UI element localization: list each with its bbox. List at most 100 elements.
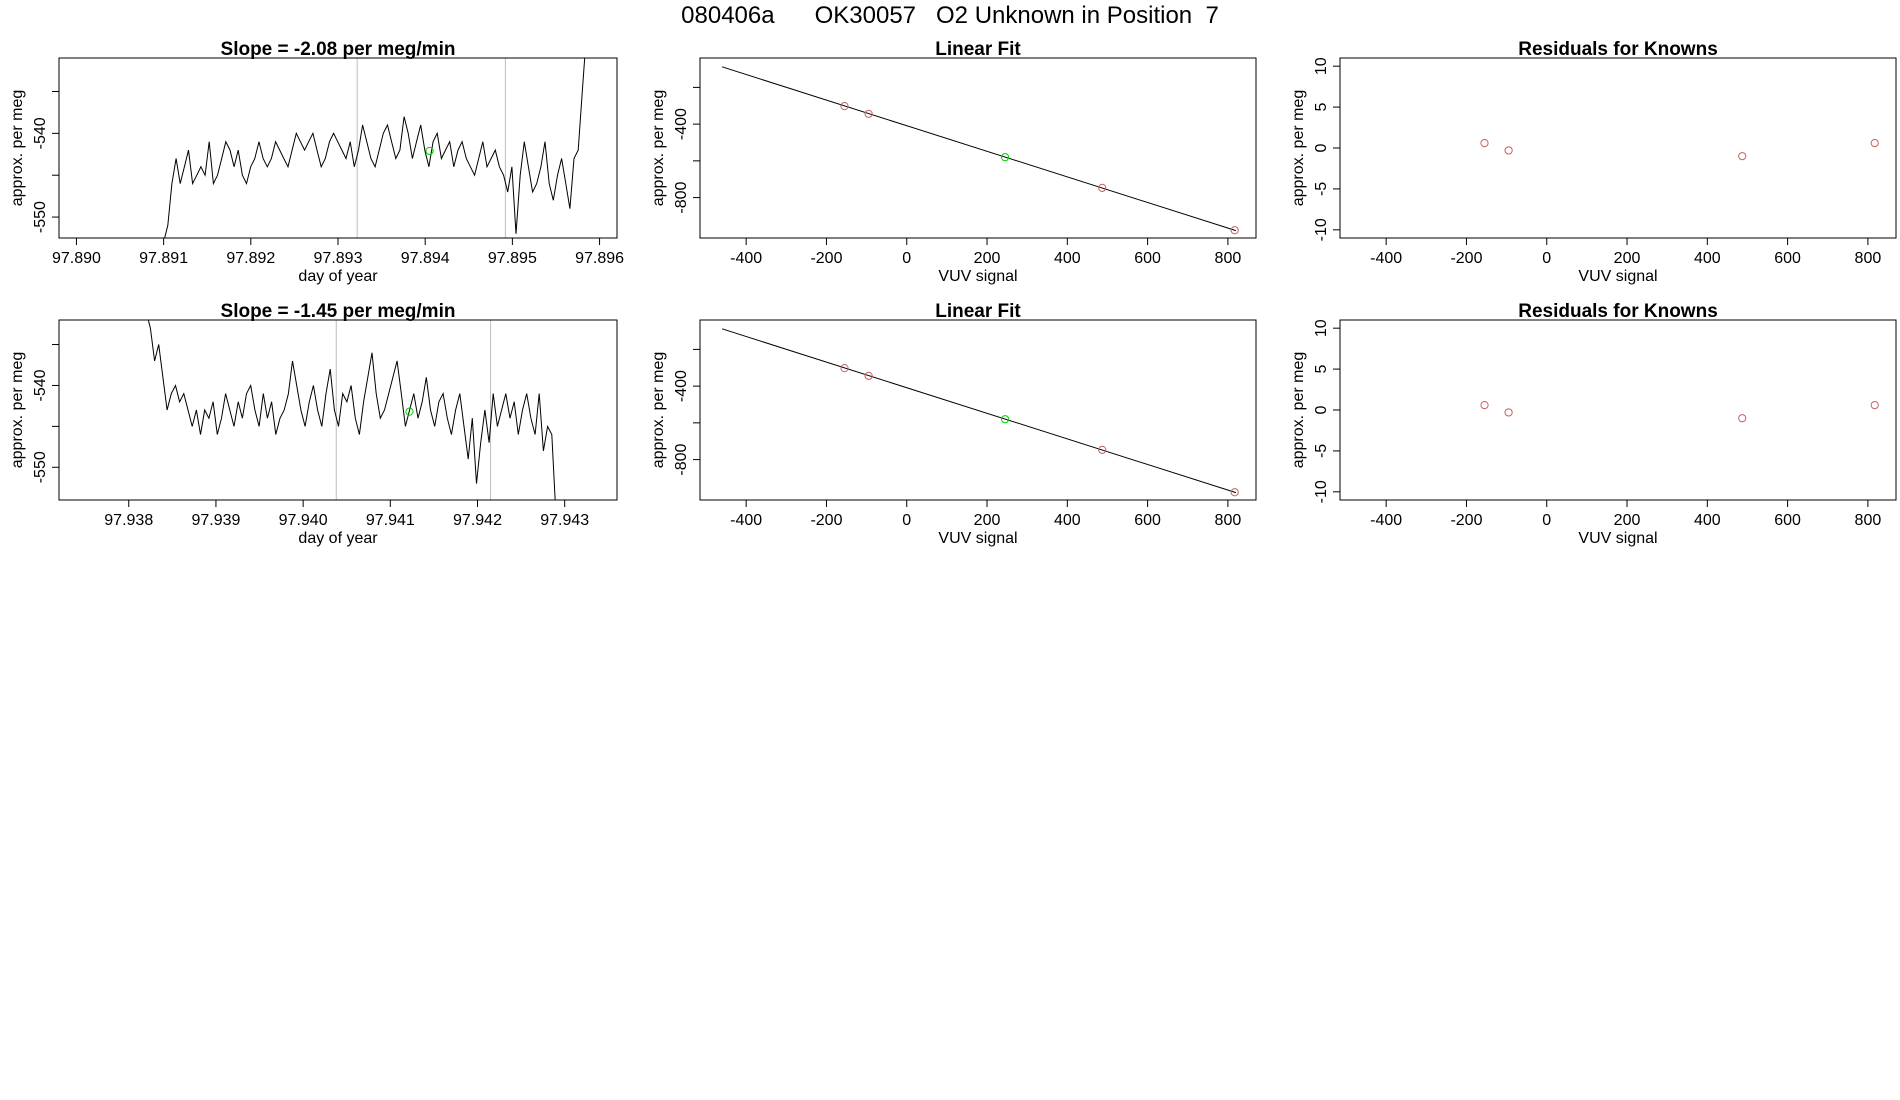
plot-frame — [1339, 57, 1897, 239]
known-point — [1504, 408, 1513, 417]
x-tick-label: -400 — [730, 512, 762, 529]
x-axis-label: VUV signal — [1578, 530, 1657, 547]
x-tick-label: 400 — [1694, 250, 1721, 267]
y-tick-label: -540 — [32, 117, 49, 149]
y-axis-label: approx. per meg — [9, 352, 26, 469]
plot-data-area — [147, 320, 556, 500]
y-tick-label: -10 — [1313, 480, 1330, 503]
x-axis-label: VUV signal — [1578, 268, 1657, 285]
y-tick-label: -400 — [673, 108, 690, 140]
x-tick-label: 97.940 — [279, 512, 328, 529]
plot-frame — [1339, 319, 1897, 501]
y-tick-label: -400 — [673, 370, 690, 402]
known-point — [1870, 400, 1879, 410]
plot-data-area — [164, 58, 586, 238]
known-point — [1738, 414, 1747, 423]
y-tick-label: -5 — [1313, 182, 1330, 196]
fit-line — [721, 66, 1237, 232]
chart-panel-fit-2: -400 -200 0 200 400 600 800 VUV signal -400 -800 a… — [650, 301, 1257, 547]
x-tick-label: 97.894 — [401, 250, 450, 267]
x-tick-label: 97.942 — [453, 512, 502, 529]
y-tick-label: 5 — [1313, 103, 1330, 112]
chart-panel-resid-1: -400 -200 0 200 400 600 800 VUV signal -10 -5 0 5 10… — [1290, 39, 1897, 285]
x-tick-label: 800 — [1855, 512, 1882, 529]
y-tick-label: -550 — [32, 451, 49, 483]
chart-panel-drift-2: 97.938 97.939 97.940 97.941 97.942 97.943 day … — [9, 301, 618, 547]
plot-data-area — [721, 328, 1239, 497]
x-tick-label: 97.891 — [139, 250, 188, 267]
x-tick-label: 600 — [1134, 250, 1161, 267]
known-point — [1480, 138, 1489, 148]
known-point — [1870, 138, 1879, 148]
x-tick-label: 97.890 — [52, 250, 101, 267]
x-tick-label: -400 — [1370, 250, 1402, 267]
known-point — [1480, 400, 1489, 410]
x-tick-label: 97.943 — [540, 512, 589, 529]
x-tick-label: 200 — [1614, 250, 1641, 267]
plot-data-area — [1480, 138, 1879, 161]
x-tick-label: 0 — [1542, 512, 1551, 529]
y-axis-label: approx. per meg — [650, 90, 667, 207]
x-tick-label: 600 — [1774, 512, 1801, 529]
y-tick-label: -5 — [1313, 444, 1330, 458]
x-tick-label: 0 — [1542, 250, 1551, 267]
x-tick-label: 97.896 — [575, 250, 624, 267]
x-tick-label: 400 — [1694, 512, 1721, 529]
chart-panel-fit-1: -400 -200 0 200 400 600 800 VUV signal -400 -800 a… — [650, 39, 1257, 285]
plot-data-area — [721, 66, 1239, 235]
known-point — [1230, 226, 1239, 235]
y-tick-label: 10 — [1313, 57, 1330, 75]
x-tick-label: -200 — [810, 512, 842, 529]
known-point — [1098, 183, 1107, 192]
known-point — [864, 109, 873, 118]
plot-frame — [58, 57, 618, 239]
x-tick-label: 97.938 — [104, 512, 153, 529]
x-axis-label: VUV signal — [938, 268, 1017, 285]
x-tick-label: 0 — [902, 250, 911, 267]
x-tick-label: 97.939 — [191, 512, 240, 529]
y-tick-label: -10 — [1313, 218, 1330, 241]
y-tick-label: 0 — [1313, 405, 1330, 414]
x-tick-label: 200 — [1614, 512, 1641, 529]
known-point — [1098, 445, 1107, 454]
y-tick-label: 5 — [1313, 365, 1330, 374]
y-tick-label: -550 — [32, 201, 49, 233]
known-point — [840, 102, 849, 111]
chart-panel-drift-1: 97.890 97.891 97.892 97.893 97.894 97.895 97.8… — [9, 39, 624, 285]
x-tick-label: 0 — [902, 512, 911, 529]
x-tick-label: 800 — [1855, 250, 1882, 267]
known-point — [864, 371, 873, 380]
fit-line — [721, 328, 1237, 494]
unknown-point — [405, 407, 414, 416]
x-tick-label: -400 — [730, 250, 762, 267]
x-tick-label: -400 — [1370, 512, 1402, 529]
unknown-point — [1000, 153, 1010, 162]
x-tick-label: -200 — [1450, 512, 1482, 529]
x-tick-label: 400 — [1054, 512, 1081, 529]
plot-frame — [699, 319, 1257, 501]
chart-title: Slope = -2.08 per meg/min — [221, 39, 456, 60]
chart-title: Linear Fit — [935, 39, 1021, 60]
known-point — [1504, 146, 1513, 155]
known-point — [840, 364, 849, 373]
y-axis-label: approx. per meg — [1290, 90, 1307, 207]
series-line — [147, 320, 556, 500]
chart-title: Linear Fit — [935, 301, 1021, 322]
plot-data-area — [1480, 400, 1879, 423]
x-tick-label: 800 — [1215, 512, 1242, 529]
known-point — [1230, 488, 1239, 497]
x-axis-label: day of year — [298, 530, 378, 547]
y-tick-label: -800 — [673, 181, 690, 213]
x-tick-label: 97.893 — [314, 250, 363, 267]
y-axis-label: approx. per meg — [650, 352, 667, 469]
x-tick-label: 200 — [974, 250, 1001, 267]
unknown-point — [1000, 415, 1010, 424]
chart-title: Residuals for Knowns — [1518, 39, 1718, 60]
x-tick-label: 600 — [1774, 250, 1801, 267]
known-point — [1738, 152, 1747, 161]
y-tick-label: -540 — [32, 369, 49, 401]
y-axis-label: approx. per meg — [9, 90, 26, 207]
series-line — [164, 58, 586, 238]
y-tick-label: -800 — [673, 443, 690, 475]
